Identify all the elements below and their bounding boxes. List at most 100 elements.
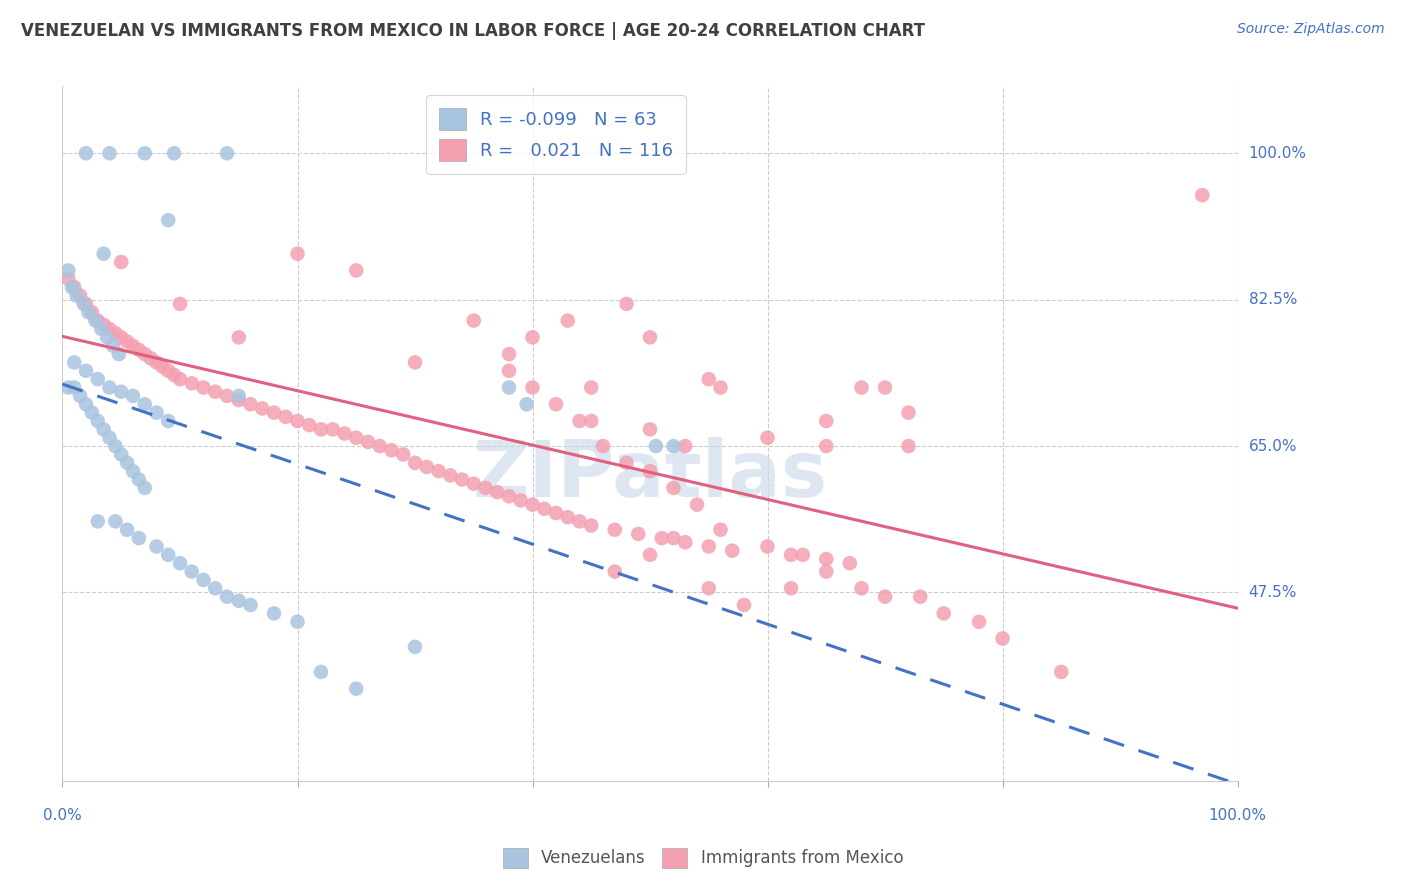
Text: ZIPatlas: ZIPatlas	[472, 437, 828, 513]
Point	[897, 406, 920, 420]
Point	[58, 272, 80, 286]
Point	[157, 414, 180, 428]
Point	[581, 380, 603, 394]
Point	[263, 607, 285, 621]
Point	[157, 548, 180, 562]
Point	[344, 263, 367, 277]
Point	[115, 334, 138, 349]
Point	[686, 498, 709, 512]
Point	[169, 372, 191, 386]
Point	[544, 397, 567, 411]
Point	[104, 514, 127, 528]
Point	[134, 397, 156, 411]
Point	[72, 297, 94, 311]
Text: Source: ZipAtlas.com: Source: ZipAtlas.com	[1237, 22, 1385, 37]
Point	[1191, 188, 1213, 202]
Point	[145, 406, 167, 420]
Point	[404, 355, 426, 369]
Point	[873, 590, 896, 604]
Point	[627, 527, 650, 541]
Point	[498, 380, 520, 394]
Point	[644, 439, 666, 453]
Point	[104, 439, 127, 453]
Point	[498, 489, 520, 503]
Point	[873, 380, 896, 394]
Point	[108, 347, 131, 361]
Point	[568, 414, 591, 428]
Point	[603, 523, 626, 537]
Legend: Venezuelans, Immigrants from Mexico: Venezuelans, Immigrants from Mexico	[496, 841, 910, 875]
Point	[368, 439, 391, 453]
Point	[145, 355, 167, 369]
Point	[274, 409, 297, 424]
Point	[333, 426, 356, 441]
Point	[404, 640, 426, 654]
Point	[60, 280, 83, 294]
Point	[98, 146, 121, 161]
Point	[169, 297, 191, 311]
Point	[228, 594, 250, 608]
Legend: R = -0.099   N = 63, R =   0.021   N = 116: R = -0.099 N = 63, R = 0.021 N = 116	[426, 95, 686, 174]
Point	[75, 297, 97, 311]
Point	[287, 414, 309, 428]
Point	[1050, 665, 1073, 679]
Point	[87, 514, 110, 528]
Point	[638, 464, 661, 478]
Point	[122, 339, 145, 353]
Point	[756, 540, 779, 554]
Point	[110, 447, 132, 461]
Point	[228, 389, 250, 403]
Point	[150, 359, 173, 374]
Point	[169, 556, 191, 570]
Point	[115, 523, 138, 537]
Point	[309, 665, 332, 679]
Text: 82.5%: 82.5%	[1249, 293, 1296, 307]
Point	[58, 380, 80, 394]
Point	[128, 531, 150, 545]
Point	[451, 473, 474, 487]
Point	[134, 146, 156, 161]
Point	[204, 582, 226, 596]
Point	[932, 607, 955, 621]
Point	[638, 548, 661, 562]
Point	[616, 456, 638, 470]
Point	[709, 523, 731, 537]
Point	[87, 313, 110, 327]
Point	[851, 582, 873, 596]
Point	[93, 422, 115, 436]
Point	[792, 548, 814, 562]
Point	[392, 447, 415, 461]
Point	[581, 518, 603, 533]
Point	[63, 380, 86, 394]
Point	[522, 380, 544, 394]
Point	[65, 288, 87, 302]
Text: 65.0%: 65.0%	[1249, 439, 1298, 453]
Point	[93, 246, 115, 260]
Text: VENEZUELAN VS IMMIGRANTS FROM MEXICO IN LABOR FORCE | AGE 20-24 CORRELATION CHAR: VENEZUELAN VS IMMIGRANTS FROM MEXICO IN …	[21, 22, 925, 40]
Point	[404, 456, 426, 470]
Point	[522, 498, 544, 512]
Point	[75, 364, 97, 378]
Point	[463, 313, 485, 327]
Point	[122, 389, 145, 403]
Point	[838, 556, 860, 570]
Point	[557, 510, 579, 524]
Point	[721, 543, 744, 558]
Point	[851, 380, 873, 394]
Point	[662, 481, 685, 495]
Point	[498, 364, 520, 378]
Point	[910, 590, 932, 604]
Point	[616, 297, 638, 311]
Point	[80, 305, 103, 319]
Point	[63, 355, 86, 369]
Text: 100.0%: 100.0%	[1209, 808, 1267, 823]
Point	[110, 255, 132, 269]
Point	[557, 313, 579, 327]
Point	[568, 514, 591, 528]
Point	[157, 364, 180, 378]
Point	[581, 414, 603, 428]
Point	[134, 481, 156, 495]
Point	[63, 280, 86, 294]
Point	[638, 422, 661, 436]
Point	[897, 439, 920, 453]
